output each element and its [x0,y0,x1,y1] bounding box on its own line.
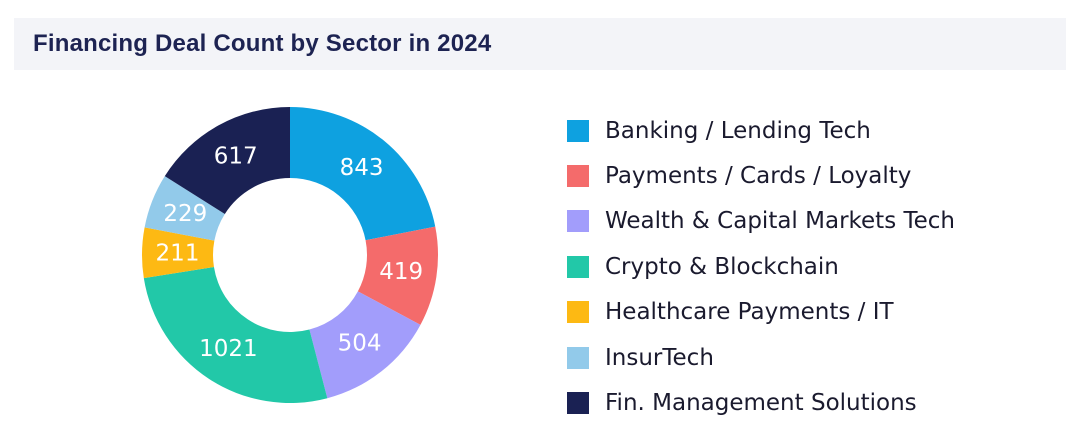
legend-label: Payments / Cards / Loyalty [605,163,912,190]
legend-item: Healthcare Payments / IT [567,290,955,335]
legend-item: Payments / Cards / Loyalty [567,153,955,198]
legend-label: Crypto & Blockchain [605,253,839,280]
donut-slice [357,226,438,325]
slice-value-label: 843 [340,155,384,181]
legend-swatch [567,301,589,324]
legend-label: InsurTech [605,344,714,371]
legend-swatch [567,255,589,278]
slice-value-label: 229 [163,201,207,227]
slice-value-label: 211 [156,240,200,266]
slice-value-label: 504 [338,330,382,356]
legend-swatch [567,210,589,233]
chart-legend: Banking / Lending Tech Payments / Cards /… [567,108,955,426]
legend-swatch [567,119,589,142]
donut-slice [142,227,215,279]
legend-label: Banking / Lending Tech [605,117,871,144]
legend-item: Fin. Management Solutions [567,380,955,425]
donut-slice [164,107,290,214]
legend-item: Crypto & Blockchain [567,244,955,289]
donut-slice [144,176,225,241]
donut-slice [143,267,328,404]
chart-title-bar: Financing Deal Count by Sector in 2024 [14,18,1066,70]
legend-item: Wealth & Capital Markets Tech [567,199,955,244]
legend-swatch [567,392,589,415]
legend-swatch [567,165,589,188]
legend-label: Wealth & Capital Markets Tech [605,208,956,235]
legend-item: InsurTech [567,335,955,380]
chart-title: Financing Deal Count by Sector in 2024 [33,30,492,57]
slice-value-label: 617 [214,144,258,170]
legend-label: Healthcare Payments / IT [605,299,894,326]
donut-slice [290,107,436,241]
donut-chart: 843 419 504 1021 211 229 617 [142,107,438,404]
slice-value-label: 419 [379,259,423,285]
donut-slice [309,291,421,399]
legend-swatch [567,346,589,369]
legend-label: Fin. Management Solutions [605,390,917,417]
slice-value-label: 1021 [199,336,258,362]
legend-item: Banking / Lending Tech [567,108,955,153]
